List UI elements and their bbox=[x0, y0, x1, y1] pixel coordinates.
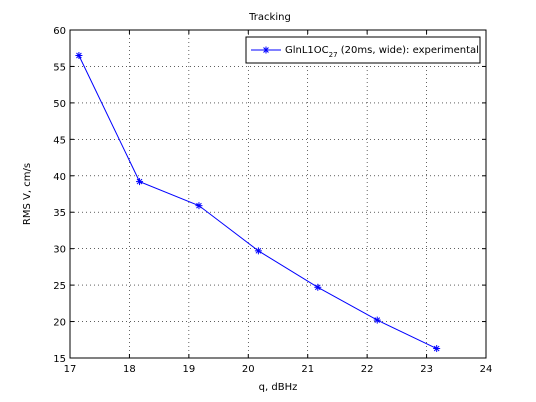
x-tick-label: 22 bbox=[361, 364, 374, 375]
legend: GlnL1OC27 (20ms, wide): experimental bbox=[245, 36, 481, 64]
legend-marker-asterisk bbox=[262, 46, 270, 54]
series-group bbox=[75, 52, 441, 353]
y-tick-label: 50 bbox=[53, 99, 66, 110]
data-point bbox=[373, 316, 381, 324]
y-tick-label: 30 bbox=[53, 245, 66, 256]
x-tick-label: 21 bbox=[301, 364, 314, 375]
x-tick-label: 19 bbox=[182, 364, 195, 375]
y-tick-label: 35 bbox=[53, 208, 66, 219]
chart-title: Tracking bbox=[248, 12, 291, 23]
y-tick-label: 45 bbox=[53, 135, 66, 146]
grid bbox=[70, 30, 486, 358]
x-tick-label: 24 bbox=[480, 364, 493, 375]
y-tick-label: 25 bbox=[53, 281, 66, 292]
x-tick-label: 20 bbox=[242, 364, 255, 375]
series-line bbox=[78, 55, 437, 349]
y-tick-label: 60 bbox=[53, 26, 66, 37]
x-tick-label: 17 bbox=[64, 364, 77, 375]
x-tick-label: 18 bbox=[123, 364, 136, 375]
axis-ticks: 17 18 19 20 21 22 23 24 15 20 25 30 35 40 45 50 55 60 bbox=[53, 26, 492, 375]
legend-marker bbox=[262, 46, 270, 54]
legend-box bbox=[245, 36, 481, 64]
x-tick-label: 23 bbox=[420, 364, 433, 375]
data-point bbox=[433, 345, 441, 353]
y-tick-label: 40 bbox=[53, 172, 66, 183]
x-axis-label: q, dBHz bbox=[259, 382, 298, 393]
legend-label: GlnL1OC27 (20ms, wide): experimental bbox=[285, 45, 479, 59]
data-point bbox=[254, 247, 262, 255]
data-point bbox=[195, 202, 203, 210]
data-point bbox=[314, 283, 322, 291]
y-tick-label: 15 bbox=[53, 354, 66, 365]
data-point bbox=[136, 178, 144, 186]
y-axis-label: RMS V, cm/s bbox=[22, 163, 33, 225]
plot-area bbox=[69, 29, 487, 359]
data-point bbox=[75, 52, 83, 60]
y-tick-label: 55 bbox=[53, 62, 66, 73]
y-tick-label: 20 bbox=[53, 318, 66, 329]
